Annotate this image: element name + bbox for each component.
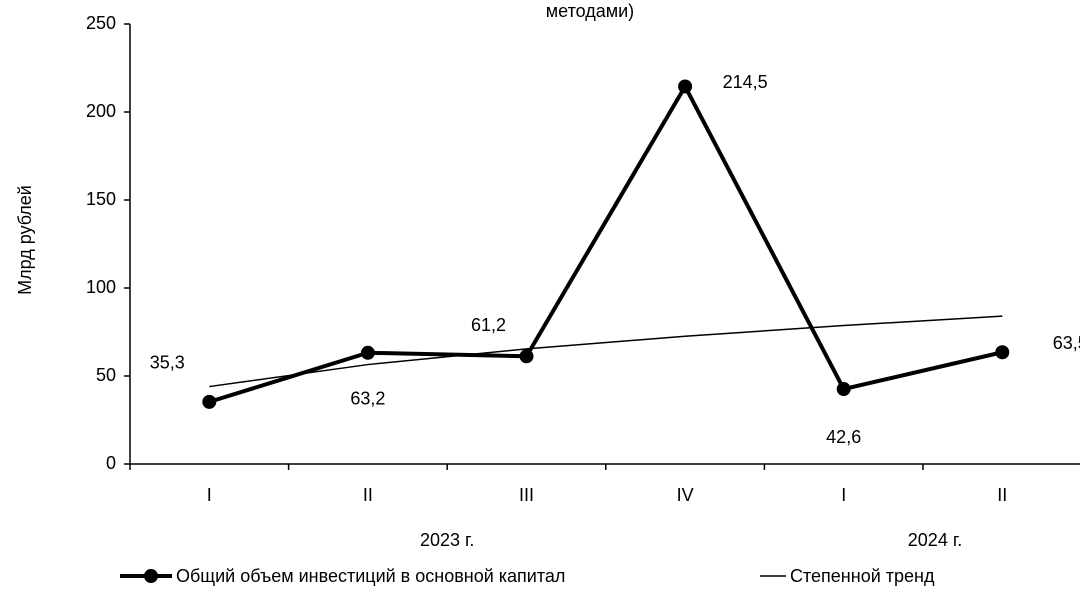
x-tick-label: II xyxy=(363,485,373,505)
x-tick-label: III xyxy=(519,485,534,505)
legend-marker xyxy=(144,569,158,583)
data-label: 61,2 xyxy=(471,315,506,335)
y-axis-label: Млрд рублей xyxy=(15,185,35,295)
y-tick-label: 0 xyxy=(106,453,116,473)
data-point xyxy=(995,345,1010,360)
data-point xyxy=(519,349,534,364)
data-line xyxy=(208,84,1003,404)
x-tick-label: II xyxy=(997,485,1007,505)
y-tick-label: 200 xyxy=(86,101,116,121)
y-tick-label: 100 xyxy=(86,277,116,297)
data-label: 214,5 xyxy=(723,72,768,92)
legend-label: Степенной тренд xyxy=(790,566,935,586)
data-point xyxy=(836,382,851,397)
trend-line xyxy=(209,315,1003,388)
group-label: 2023 г. xyxy=(420,530,474,550)
group-label: 2024 г. xyxy=(908,530,962,550)
data-label: 35,3 xyxy=(150,353,185,373)
x-tick-label: IV xyxy=(677,485,694,505)
data-point xyxy=(678,79,693,94)
x-tick-label: I xyxy=(841,485,846,505)
data-label: 63,5 xyxy=(1053,333,1080,353)
y-tick-label: 250 xyxy=(86,13,116,33)
data-point xyxy=(360,345,375,360)
y-tick-label: 50 xyxy=(96,365,116,385)
x-tick-label: I xyxy=(207,485,212,505)
y-tick-label: 150 xyxy=(86,189,116,209)
legend-label: Общий объем инвестиций в основной капита… xyxy=(176,566,565,586)
data-point xyxy=(202,394,217,409)
chart-title: методами) xyxy=(546,1,634,21)
data-label: 63,2 xyxy=(350,389,385,409)
data-label: 42,6 xyxy=(826,427,861,447)
